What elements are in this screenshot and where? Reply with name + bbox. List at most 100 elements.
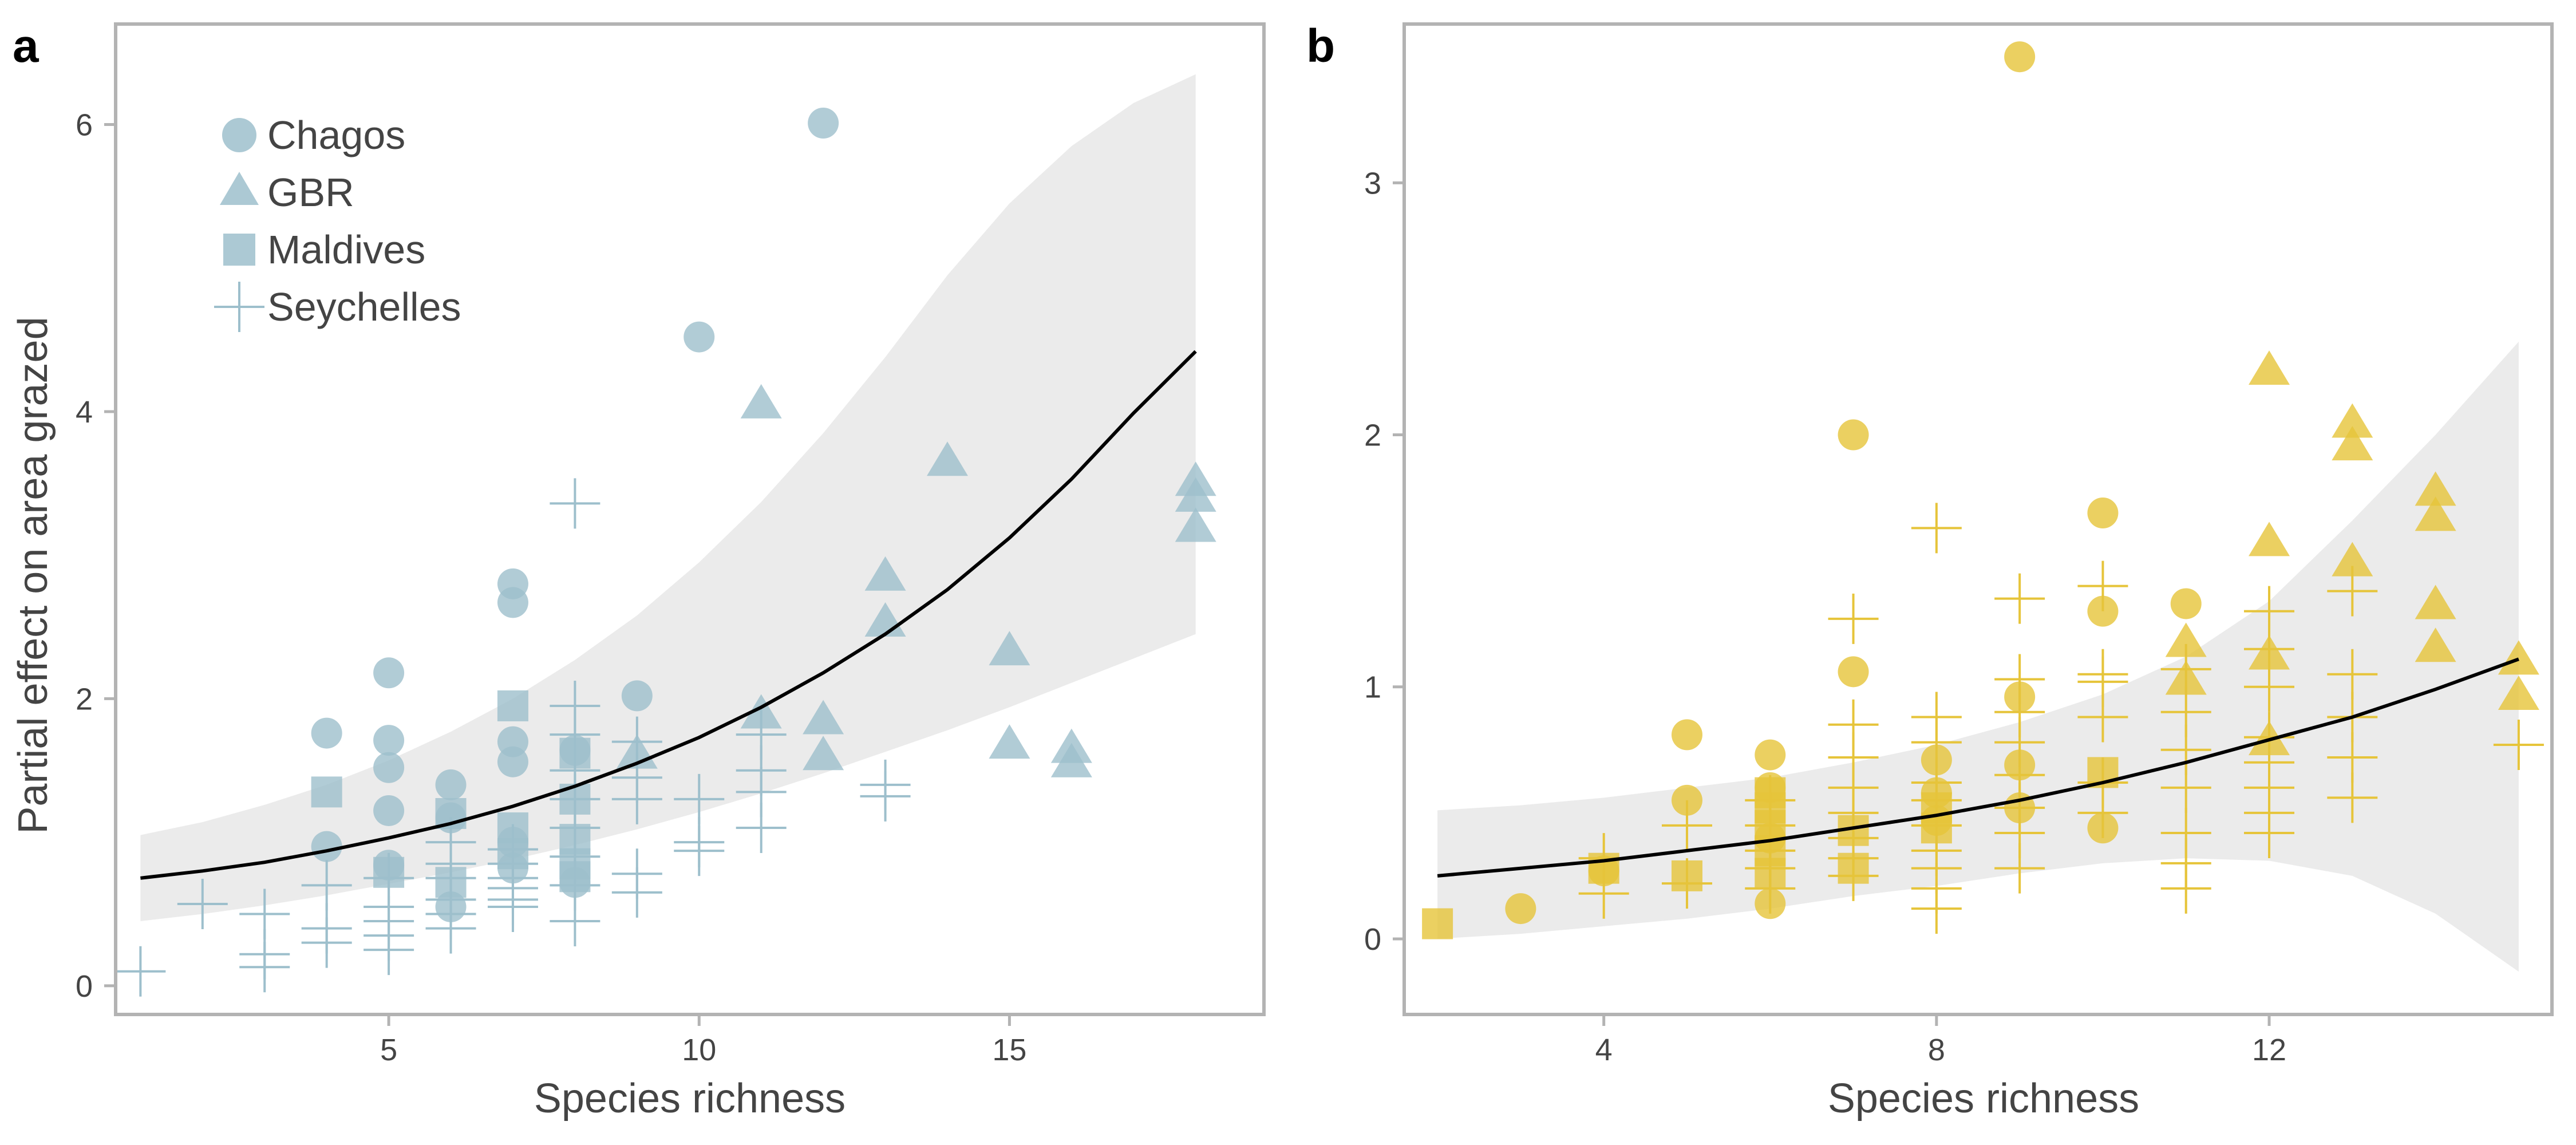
seychelles-point xyxy=(364,925,414,976)
chagos-point xyxy=(497,746,528,777)
legend: Chagos GBR Maldives Seychelles xyxy=(214,113,461,332)
chagos-point xyxy=(373,752,405,783)
chagos-point xyxy=(2087,595,2119,627)
y-tick-label: 1 xyxy=(1364,670,1381,705)
legend-plus-marker xyxy=(214,282,264,332)
legend-item-gbr: GBR xyxy=(220,170,354,215)
legend-square-marker xyxy=(223,234,255,266)
legend-label-seychelles: Seychelles xyxy=(267,285,461,329)
gbr-point xyxy=(2332,403,2373,438)
gbr-point xyxy=(2249,522,2290,556)
gbr-point xyxy=(2332,426,2373,461)
chagos-point xyxy=(1755,739,1786,771)
seychelles-point xyxy=(2327,649,2378,700)
chagos-point xyxy=(1838,656,1869,688)
panel-b-letter: b xyxy=(1306,20,1335,72)
series-seychelles xyxy=(115,478,911,997)
chagos-point xyxy=(683,321,715,353)
gbr-point xyxy=(2415,471,2456,506)
seychelles-point xyxy=(550,896,600,947)
maldives-point xyxy=(311,776,342,808)
seychelles-point xyxy=(2244,661,2295,712)
gbr-point xyxy=(2498,640,2539,675)
y-tick-label: 0 xyxy=(76,969,93,1004)
seychelles-point xyxy=(2160,762,2211,813)
gbr-point xyxy=(803,736,844,771)
gbr-point xyxy=(1050,743,1092,777)
panel-a-x-ticks: 5 10 15 xyxy=(380,1014,1026,1067)
maldives-point xyxy=(497,690,528,721)
gbr-point xyxy=(2415,496,2456,531)
y-tick-label: 0 xyxy=(1364,922,1381,957)
seychelles-point xyxy=(1828,593,1879,644)
legend-item-chagos: Chagos xyxy=(222,113,405,157)
seychelles-point xyxy=(2077,692,2128,743)
seychelles-point xyxy=(2493,719,2544,770)
chagos-point xyxy=(1505,893,1536,925)
x-tick-label: 15 xyxy=(992,1033,1026,1067)
panel-b-y-ticks: 0 1 2 3 xyxy=(1364,166,1404,957)
gbr-point xyxy=(803,700,844,735)
legend-circle-marker xyxy=(222,118,256,152)
seychelles-point xyxy=(1578,868,1629,919)
seychelles-point xyxy=(2077,787,2128,838)
seychelles-point xyxy=(1828,850,1879,901)
seychelles-point xyxy=(674,826,725,876)
gbr-point xyxy=(1175,507,1216,542)
seychelles-point xyxy=(1911,883,1962,934)
seychelles-point xyxy=(1994,573,2045,624)
seychelles-point xyxy=(301,860,352,911)
panel-b-frame xyxy=(1402,22,2554,1016)
series-gbr xyxy=(616,384,1216,777)
seychelles-point xyxy=(1745,863,1796,914)
series-seychelles xyxy=(1578,503,2544,934)
chagos-point xyxy=(373,795,405,826)
seychelles-point xyxy=(611,867,662,918)
seychelles-point xyxy=(611,773,662,824)
panel-a-letter: a xyxy=(13,20,39,72)
x-tick-label: 12 xyxy=(2252,1033,2286,1067)
y-tick-label: 3 xyxy=(1364,166,1381,200)
chagos-point xyxy=(373,657,405,689)
panel-b-points xyxy=(1422,41,2544,939)
gbr-point xyxy=(2415,627,2456,662)
y-tick-label: 4 xyxy=(76,395,93,429)
panel-b-confidence-band xyxy=(1437,341,2519,972)
gbr-point xyxy=(2415,585,2456,619)
seychelles-point xyxy=(2077,560,2128,611)
chagos-point xyxy=(435,769,467,800)
confidence-ribbon xyxy=(140,74,1196,921)
panel-a-fit-line xyxy=(140,350,1197,880)
gbr-point xyxy=(989,631,1030,666)
gbr-point xyxy=(2332,542,2373,577)
seychelles-point xyxy=(1661,858,1712,909)
chagos-point xyxy=(497,587,528,618)
seychelles-point xyxy=(239,942,290,993)
panel-b-x-ticks: 4 8 12 xyxy=(1595,1014,2286,1067)
legend-label-chagos: Chagos xyxy=(267,113,405,157)
gbr-point xyxy=(2249,350,2290,385)
gbr-point xyxy=(2498,675,2539,710)
legend-triangle-marker xyxy=(220,172,259,205)
y-tick-label: 2 xyxy=(76,682,93,716)
seychelles-point xyxy=(2160,643,2211,694)
legend-label-maldives: Maldives xyxy=(267,227,425,272)
chagos-point xyxy=(808,108,839,139)
chagos-point xyxy=(311,717,342,749)
chagos-point xyxy=(1671,719,1702,751)
y-tick-label: 2 xyxy=(1364,418,1381,453)
seychelles-point xyxy=(425,903,476,954)
panel-a-frame xyxy=(114,22,1266,1016)
panel-a-x-axis-title: Species richness xyxy=(534,1076,846,1122)
legend-item-seychelles: Seychelles xyxy=(214,282,461,332)
seychelles-point xyxy=(487,881,538,932)
seychelles-point xyxy=(736,803,787,854)
gbr-point xyxy=(2165,622,2207,657)
seychelles-point xyxy=(1994,843,2045,894)
panel-a: a 5 10 15 0 2 4 6 Species richness Partial ef… xyxy=(10,20,1266,1122)
series-gbr xyxy=(2165,350,2539,756)
x-tick-label: 10 xyxy=(682,1033,716,1067)
gbr-point xyxy=(989,724,1030,759)
